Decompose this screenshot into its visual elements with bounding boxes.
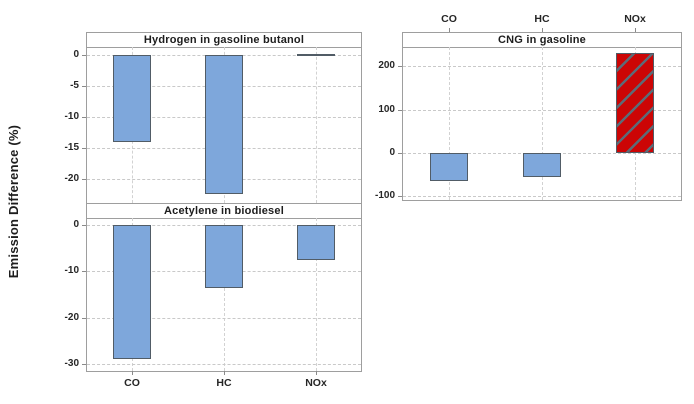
bar-co [113, 225, 151, 359]
x-axis-tick [635, 28, 636, 32]
x-category-label: NOx [305, 377, 327, 389]
x-axis-tick [542, 28, 543, 32]
x-category-label: CO [441, 13, 457, 25]
y-axis-tick-label: -100 [374, 190, 395, 201]
x-axis-tick [449, 28, 450, 32]
v-gridline [449, 47, 450, 200]
y-axis-tick-label: -10 [64, 111, 79, 122]
bar-hc [205, 225, 243, 288]
bar-co [113, 55, 151, 142]
bar-nox [297, 225, 335, 260]
y-axis-tick-label: -20 [64, 173, 79, 184]
v-gridline [542, 47, 543, 200]
bar-nox [616, 53, 654, 153]
y-axis-tick [82, 225, 86, 226]
y-axis-tick-label: -10 [64, 265, 79, 276]
panel-title: CNG in gasoline [498, 34, 586, 46]
y-axis-tick [398, 153, 402, 154]
x-category-label: NOx [624, 13, 646, 25]
x-axis-tick [316, 371, 317, 375]
x-category-label: CO [124, 377, 140, 389]
x-axis-tick [132, 371, 133, 375]
bar-nox-zero [297, 54, 335, 56]
panel-title-bar: CNG in gasoline [403, 33, 681, 48]
y-axis-tick [82, 364, 86, 365]
h-gridline [403, 66, 681, 67]
y-axis-tick [82, 117, 86, 118]
y-axis-tick-label: 0 [73, 219, 79, 230]
panel-title-bar: Hydrogen in gasoline butanol [87, 33, 361, 48]
y-axis-label-wrap: Emission Difference (%) [2, 32, 26, 371]
bar-hc [205, 55, 243, 194]
y-axis-tick [82, 55, 86, 56]
y-axis-tick-label: 100 [378, 104, 395, 115]
h-gridline [87, 364, 361, 365]
y-axis-tick [82, 271, 86, 272]
v-gridline [316, 47, 317, 203]
y-axis-tick [82, 179, 86, 180]
x-axis-tick [224, 371, 225, 375]
panel-title: Hydrogen in gasoline butanol [143, 34, 305, 46]
y-axis-tick-label: -15 [64, 142, 79, 153]
y-axis-tick-label: 0 [389, 147, 395, 158]
v-gridline [224, 218, 225, 371]
h-gridline [403, 196, 681, 197]
panel-title-bar: Acetylene in biodiesel [87, 204, 361, 219]
y-axis-tick-label: -5 [70, 80, 79, 91]
y-axis-tick-label: 200 [378, 60, 395, 71]
y-axis-tick [398, 110, 402, 111]
y-axis-label: Emission Difference (%) [6, 124, 22, 279]
x-category-label: HC [216, 377, 232, 389]
y-axis-tick [82, 318, 86, 319]
h-gridline [403, 110, 681, 111]
h-gridline [87, 318, 361, 319]
x-category-label: HC [534, 13, 550, 25]
v-gridline [316, 218, 317, 371]
y-axis-tick-label: -20 [64, 312, 79, 323]
y-axis-tick [82, 86, 86, 87]
y-axis-tick-label: -30 [64, 358, 79, 369]
y-axis-tick [398, 196, 402, 197]
y-axis-tick-label: 0 [73, 49, 79, 60]
bar-co [430, 153, 468, 181]
bar-hc [523, 153, 561, 177]
panel-title: Acetylene in biodiesel [164, 205, 284, 217]
y-axis-tick [398, 66, 402, 67]
y-axis-tick [82, 148, 86, 149]
